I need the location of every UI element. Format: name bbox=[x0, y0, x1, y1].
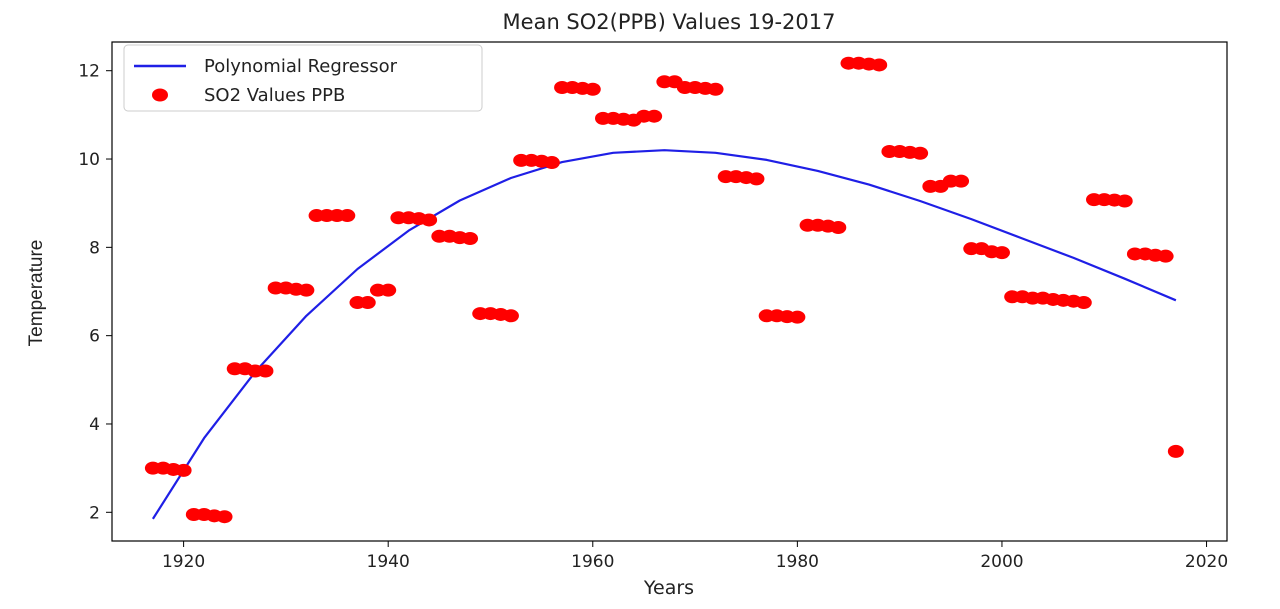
x-axis-label: Years bbox=[643, 577, 694, 599]
so2-data-point bbox=[380, 283, 397, 297]
so2-data-point bbox=[789, 310, 806, 324]
so2-data-point bbox=[339, 209, 356, 223]
regression-line-layer bbox=[151, 149, 1177, 520]
axes-frame bbox=[111, 41, 1228, 542]
x-tick-label: 1940 bbox=[367, 552, 410, 572]
polynomial-regressor-line bbox=[151, 149, 1177, 520]
x-tick-label: 1980 bbox=[776, 552, 819, 572]
so2-data-point bbox=[1157, 249, 1174, 263]
so2-data-point bbox=[871, 58, 888, 72]
so2-data-point bbox=[830, 220, 847, 234]
so2-data-point bbox=[1167, 444, 1184, 458]
so2-data-point bbox=[216, 510, 233, 524]
so2-data-point bbox=[421, 213, 438, 227]
x-tick-label: 1920 bbox=[162, 552, 205, 572]
y-axis-ticks: 2 4 6 8 10 12 bbox=[78, 62, 112, 523]
so2-data-point bbox=[543, 156, 560, 170]
legend-marker-swatch bbox=[152, 88, 168, 102]
chart-title: Mean SO2(PPB) Values 19-2017 bbox=[503, 10, 836, 34]
x-tick-label: 1960 bbox=[571, 552, 614, 572]
so2-data-point bbox=[748, 172, 765, 186]
legend-box bbox=[123, 44, 483, 112]
x-tick-label: 2000 bbox=[980, 552, 1023, 572]
so2-data-point bbox=[646, 109, 663, 123]
so2-data-point bbox=[912, 146, 929, 160]
so2-data-point bbox=[584, 82, 601, 96]
scatter-points-layer bbox=[144, 56, 1184, 524]
x-axis-ticks: 1920 1940 1960 1980 2000 2020 bbox=[162, 541, 1228, 572]
y-tick-label: 2 bbox=[89, 503, 100, 523]
y-tick-label: 4 bbox=[89, 415, 100, 435]
so2-data-point bbox=[1075, 296, 1092, 310]
legend-entry-scatter: SO2 Values PPB bbox=[204, 85, 345, 106]
y-tick-label: 8 bbox=[89, 238, 100, 258]
legend-entry-line: Polynomial Regressor bbox=[204, 56, 398, 77]
x-tick-label: 2020 bbox=[1185, 552, 1228, 572]
legend: Polynomial Regressor SO2 Values PPB bbox=[123, 44, 483, 112]
so2-data-point bbox=[462, 232, 479, 246]
y-tick-label: 10 bbox=[78, 150, 100, 170]
y-axis-label: Temperature bbox=[26, 240, 47, 347]
so2-data-point bbox=[502, 309, 519, 323]
so2-data-point bbox=[298, 283, 315, 297]
so2-data-point bbox=[359, 296, 376, 310]
so2-data-point bbox=[953, 174, 970, 188]
y-tick-label: 12 bbox=[78, 62, 100, 82]
so2-data-point bbox=[1116, 194, 1133, 208]
so2-data-point bbox=[707, 82, 724, 96]
so2-data-point bbox=[175, 463, 192, 477]
plot-area bbox=[111, 41, 1228, 542]
so2-data-point bbox=[257, 364, 274, 378]
y-tick-label: 6 bbox=[89, 327, 100, 347]
so2-data-point bbox=[993, 246, 1010, 260]
